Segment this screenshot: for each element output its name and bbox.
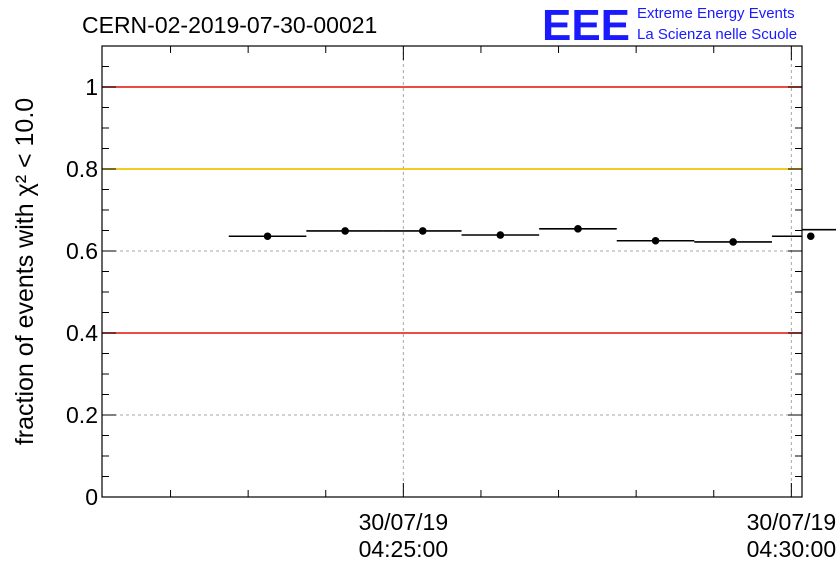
x-tick-label-time: 04:25:00 [359,536,449,562]
x-tick-label-date: 30/07/19 [747,509,836,535]
data-point [729,238,737,246]
plot-frame [101,45,803,498]
data-point [496,231,505,239]
eee-logo-text: EEE [542,1,630,50]
tick-labels: 00.20.40.60.8130/07/1904:25:0030/07/1904… [66,74,836,562]
x-tick-label-date: 30/07/19 [359,509,449,535]
y-tick-label: 0.4 [66,320,98,346]
x-tick-label-time: 04:30:00 [747,536,836,562]
y-tick-label: 0.2 [66,402,98,428]
reference-lines [102,86,802,334]
eee-logo: EEE Extreme Energy Events La Scienza nel… [542,1,797,50]
brand-line-1: Extreme Energy Events [637,5,795,22]
data-point [263,232,272,241]
data-point [341,227,349,235]
y-axis-label: fraction of events with χ² < 10.0 [11,98,39,445]
y-tick-label: 0.6 [66,238,98,264]
data-point [806,232,815,241]
brand-line-2: La Scienza nelle Scuole [637,26,797,43]
data-point [574,225,582,233]
data-point [651,236,660,245]
grid [102,46,802,497]
y-tick-label: 1 [85,74,98,100]
run-id-title: CERN-02-2019-07-30-00021 [82,12,377,38]
data-series [228,225,836,246]
axis-ticks [102,45,802,498]
y-tick-label: 0 [85,484,98,510]
y-tick-label: 0.8 [66,156,98,182]
data-point [418,227,427,235]
